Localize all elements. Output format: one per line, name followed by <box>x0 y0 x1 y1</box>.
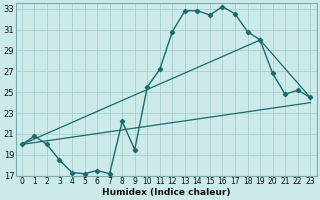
X-axis label: Humidex (Indice chaleur): Humidex (Indice chaleur) <box>102 188 230 197</box>
